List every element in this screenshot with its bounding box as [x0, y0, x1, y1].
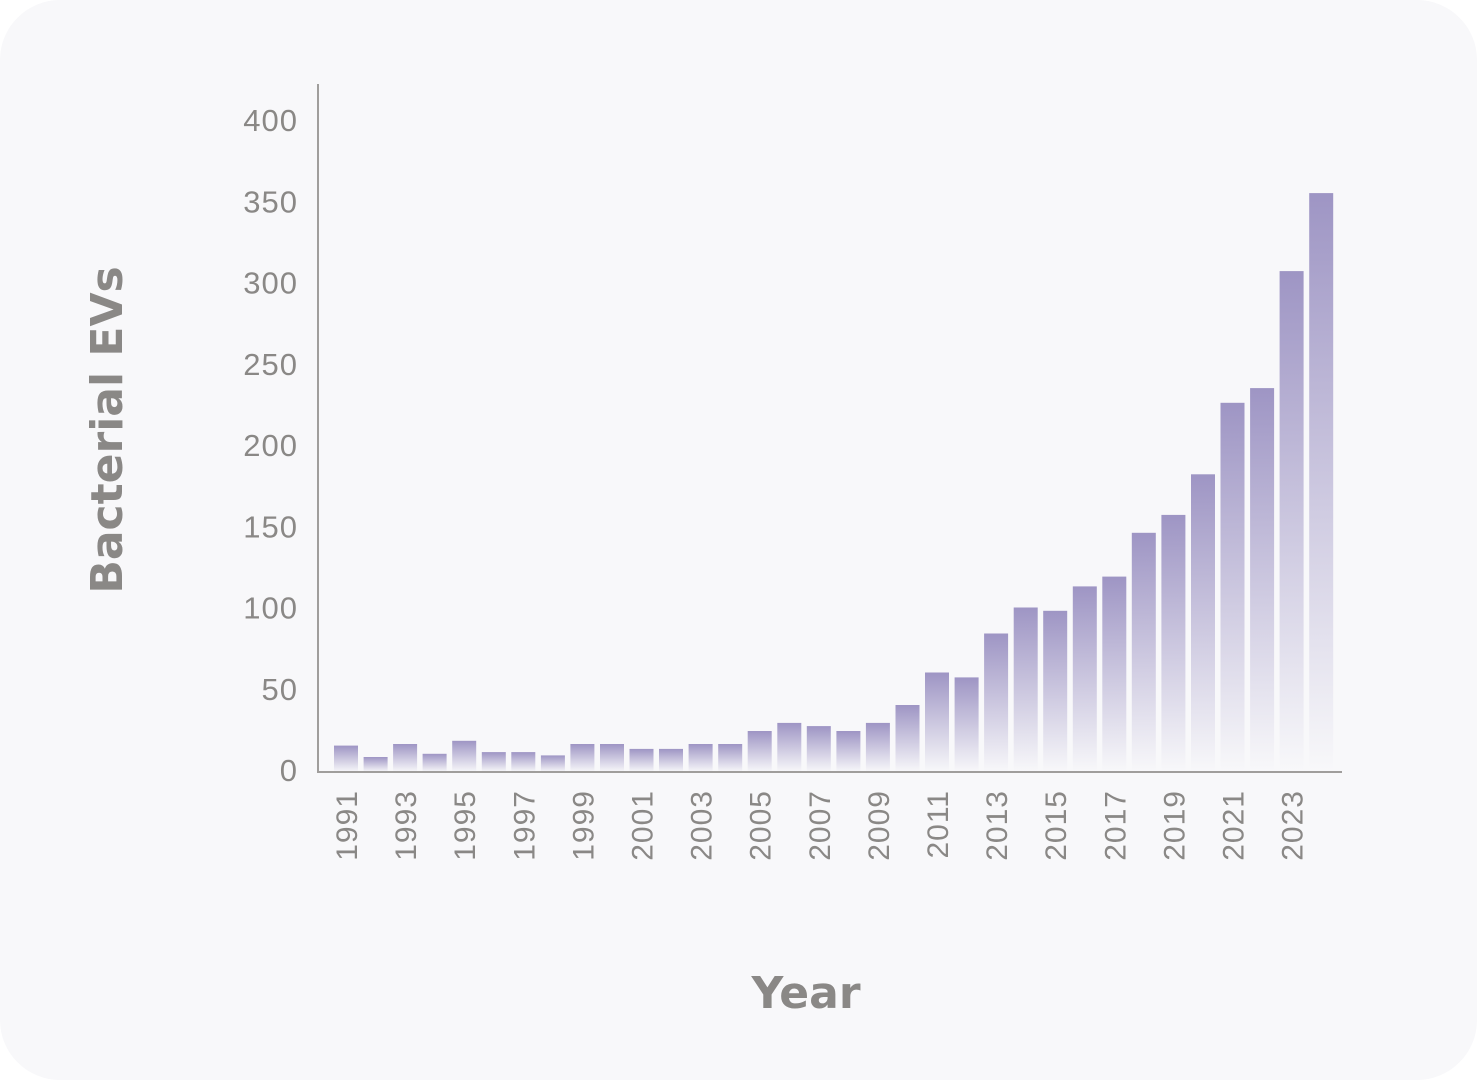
- x-tick-label: 2005: [745, 790, 778, 861]
- y-tick-label: 100: [243, 591, 298, 626]
- x-tick-label: 2007: [804, 790, 837, 861]
- x-tick-label: 2021: [1218, 790, 1251, 861]
- bar-1997: [511, 752, 536, 772]
- x-tick-label: 2011: [922, 790, 955, 859]
- x-tick-label: 2003: [686, 790, 719, 861]
- bar-2000: [600, 744, 624, 772]
- x-tick-label: 2013: [981, 790, 1014, 861]
- bar-1992: [363, 757, 388, 772]
- bar-2017: [1102, 576, 1127, 772]
- bars-group: [334, 193, 1334, 773]
- bar-2011: [925, 672, 949, 772]
- y-tick-label: 350: [243, 184, 298, 219]
- y-tick-label: 250: [243, 347, 298, 382]
- y-tick-label: 200: [243, 428, 298, 463]
- x-tick-label: 1999: [567, 790, 600, 861]
- y-axis-title: Bacterial EVs: [82, 266, 133, 593]
- bar-2016: [1072, 586, 1097, 772]
- y-tick-label: 150: [243, 509, 298, 544]
- x-tick-label: 1995: [449, 790, 482, 861]
- bar-2021: [1220, 402, 1245, 772]
- bar-1995: [452, 740, 477, 773]
- x-axis-title: Year: [750, 968, 860, 1019]
- x-ticks-group: 1991 1993 1995 1997 1999 2001 2003 2005 2007 2009…: [331, 790, 1310, 861]
- x-tick-label: 2009: [863, 790, 896, 861]
- bar-2007: [806, 726, 831, 772]
- bar-2001: [629, 748, 654, 772]
- y-tick-label: 300: [243, 266, 298, 301]
- bar-2018: [1131, 532, 1156, 773]
- bar-1998: [540, 755, 565, 772]
- x-tick-label: 1991: [331, 790, 364, 861]
- bar-2008: [836, 731, 861, 772]
- bar-2023: [1279, 271, 1304, 772]
- bar-2005: [747, 731, 772, 772]
- bar-2022: [1250, 388, 1275, 772]
- bar-2014: [1013, 607, 1038, 772]
- bar-2004: [718, 744, 743, 772]
- x-tick-label: 2019: [1158, 790, 1191, 861]
- bar-2015: [1043, 610, 1068, 773]
- y-tick-label: 400: [243, 103, 298, 138]
- bar-1996: [481, 752, 506, 772]
- bar-2010: [895, 705, 920, 772]
- bar-1991: [334, 745, 358, 772]
- bar-1994: [422, 753, 447, 773]
- y-ticks-group: 0 50 100 150 200 250 300 350 400: [243, 103, 298, 788]
- x-tick-label: 2023: [1277, 790, 1310, 861]
- bar-2002: [659, 748, 683, 772]
- x-tick-label: 2001: [627, 790, 660, 861]
- x-tick-label: 1993: [390, 790, 423, 861]
- x-tick-label: 2015: [1040, 790, 1073, 861]
- y-tick-label: 50: [262, 672, 298, 707]
- bar-2009: [865, 722, 890, 772]
- bar-1993: [393, 744, 418, 772]
- bar-2006: [777, 722, 802, 772]
- bar-2013: [984, 633, 1009, 772]
- y-tick-label: 0: [280, 753, 298, 788]
- x-tick-label: 2017: [1099, 790, 1132, 861]
- bar-2003: [688, 744, 713, 772]
- bar-1999: [570, 744, 595, 772]
- bar-2020: [1191, 474, 1215, 773]
- x-tick-label: 1997: [508, 790, 541, 861]
- bar-2024: [1309, 193, 1334, 773]
- bar-2012: [954, 677, 979, 772]
- bar-2019: [1161, 514, 1186, 772]
